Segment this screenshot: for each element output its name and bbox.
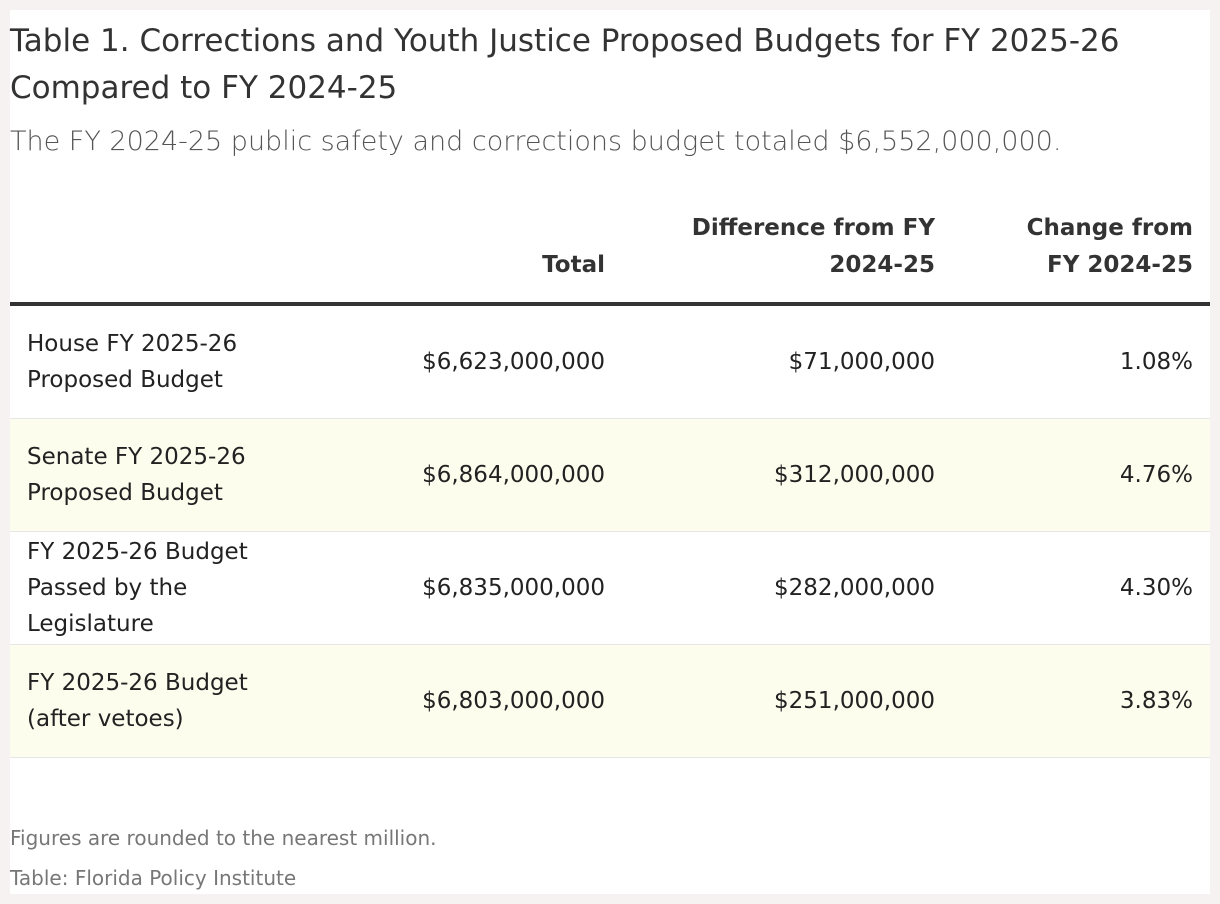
row-label: Senate FY 2025-26 Proposed Budget	[27, 444, 246, 506]
source: Table: Florida Policy Institute	[10, 866, 297, 890]
row-label-cell: FY 2025-26 Budget Passed by the Legislat…	[10, 531, 360, 645]
value-cell: $6,864,000,000	[360, 418, 605, 532]
row-label-cell: FY 2025-26 Budget (after vetoes)	[10, 644, 360, 758]
header-cell: Total	[360, 210, 605, 306]
table-row: Senate FY 2025-26 Proposed Budget $6,864,…	[10, 418, 1210, 532]
title: Table 1. Corrections and Youth Justice P…	[10, 23, 1120, 106]
table-row: House FY 2025-26 Proposed Budget $6,623,0…	[10, 304, 1210, 419]
row-label: House FY 2025-26 Proposed Budget	[27, 331, 238, 393]
value-cell: $71,000,000	[605, 304, 935, 419]
header-text: Difference from FY 2024-25	[691, 215, 935, 278]
table-row: FY 2025-26 Budget Passed by the Legislat…	[10, 531, 1210, 645]
value-cell: $6,803,000,000	[360, 644, 605, 758]
subtitle: The FY 2024-25 public safety and correct…	[10, 126, 1062, 157]
row-label: FY 2025-26 Budget (after vetoes)	[27, 670, 248, 732]
budget-table: Total Difference from FY 2024-25 Change …	[10, 210, 1210, 758]
row-label-cell: Senate FY 2025-26 Proposed Budget	[10, 418, 360, 532]
header-text: Change from FY 2024-25	[1026, 215, 1193, 278]
footnote: Figures are rounded to the nearest milli…	[10, 826, 437, 850]
value-cell: $282,000,000	[605, 531, 935, 645]
header-text: Total	[542, 252, 605, 278]
value-cell: 4.76%	[935, 418, 1210, 532]
card: Table 1. Corrections and Youth Justice P…	[10, 10, 1210, 894]
value-cell: 1.08%	[935, 304, 1210, 419]
value-cell: $251,000,000	[605, 644, 935, 758]
value-cell: $6,835,000,000	[360, 531, 605, 645]
row-label: FY 2025-26 Budget Passed by the Legislat…	[27, 539, 248, 637]
table-row: FY 2025-26 Budget (after vetoes) $6,803,0…	[10, 644, 1210, 758]
header-cell: Change from FY 2024-25	[935, 210, 1210, 306]
row-label-cell: House FY 2025-26 Proposed Budget	[10, 304, 360, 419]
value-cell: 3.83%	[935, 644, 1210, 758]
header-cell: Difference from FY 2024-25	[605, 210, 935, 306]
value-cell: $312,000,000	[605, 418, 935, 532]
header-cell	[10, 210, 360, 306]
header-row: Total Difference from FY 2024-25 Change …	[10, 210, 1210, 306]
value-cell: $6,623,000,000	[360, 304, 605, 419]
value-cell: 4.30%	[935, 531, 1210, 645]
